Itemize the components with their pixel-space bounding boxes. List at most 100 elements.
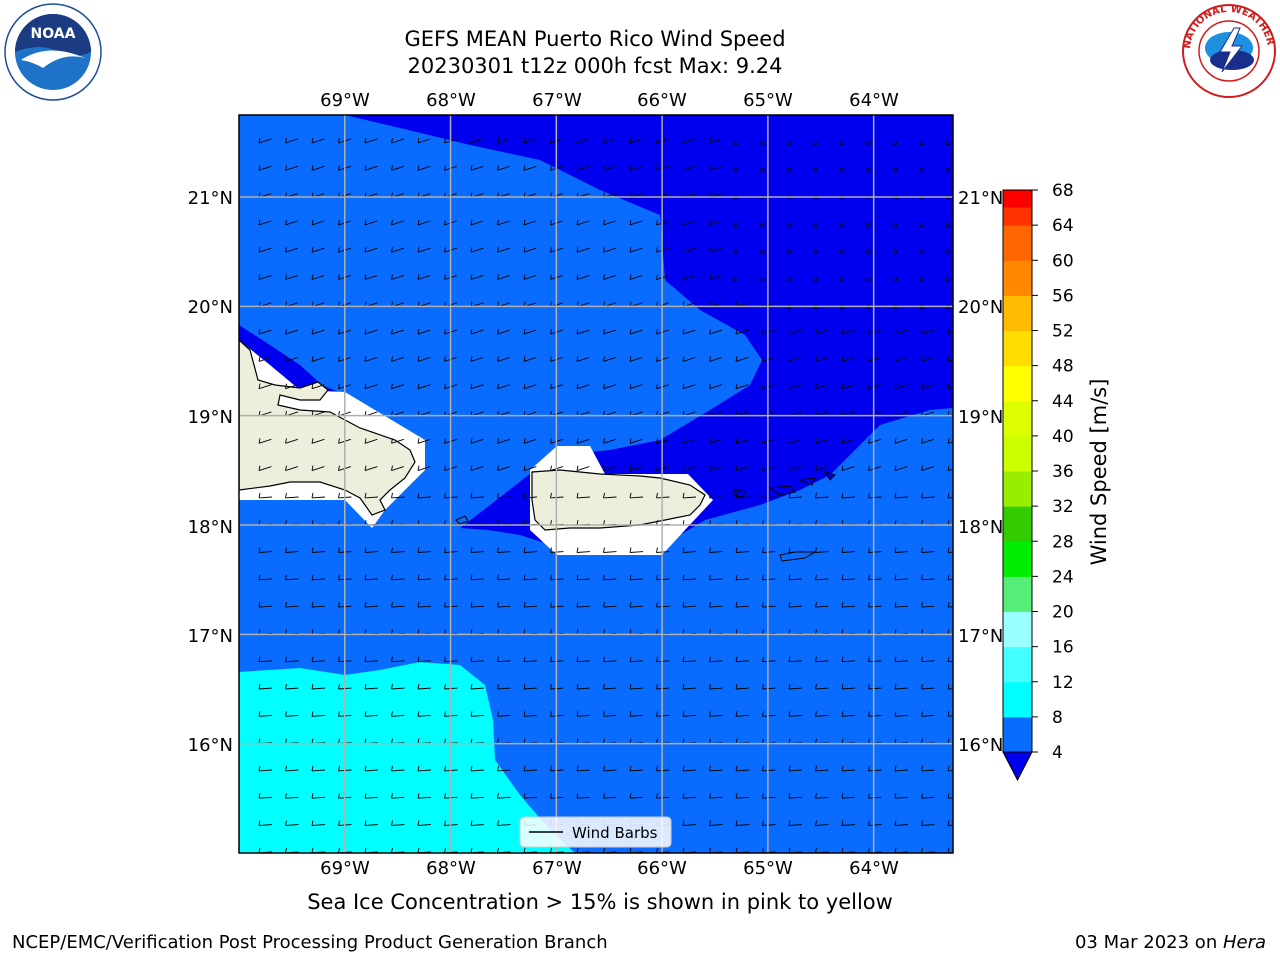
wind-barb: [364, 683, 378, 690]
wind-barb: [285, 574, 299, 581]
wind-barb: [391, 383, 405, 390]
wind-barb: [762, 438, 776, 444]
colorbar-tick-label: 12: [1052, 673, 1074, 693]
wind-barb: [417, 465, 431, 472]
wind-barb: [391, 219, 405, 226]
colorbar-tick-label: 68: [1052, 181, 1074, 201]
wind-barb: [311, 329, 325, 335]
wind-barb: [391, 793, 405, 799]
wind-barb: [258, 683, 272, 690]
wind-barb: [735, 329, 749, 335]
wind-barb: [285, 165, 299, 171]
colorbar-segment: [1003, 646, 1032, 683]
wind-barb: [762, 711, 776, 717]
wind-barb: [285, 356, 299, 362]
wind-barb: [603, 765, 617, 772]
wind-barb: [258, 137, 272, 144]
wind-barb: [603, 711, 617, 717]
wind-barb: [762, 465, 776, 472]
wind-barb: [258, 602, 272, 608]
wind-barb: [364, 574, 378, 581]
wind-barb: [788, 602, 802, 608]
wind-barb: [258, 574, 272, 581]
wind-barb: [629, 465, 643, 472]
wind-barb: [603, 165, 617, 171]
wind-barb: [894, 574, 908, 581]
wind-barb: [391, 574, 405, 581]
wind-barb: [523, 656, 537, 663]
colorbar-tick-label: 16: [1052, 638, 1074, 658]
wind-barb: [788, 574, 802, 581]
colorbar-segment: [1003, 716, 1032, 753]
wind-barb: [285, 602, 299, 608]
wind-barb: [497, 329, 511, 335]
mona-island: [455, 515, 469, 525]
wind-barb: [576, 165, 590, 171]
wind-barb: [417, 602, 431, 608]
wind-barb: [945, 277, 951, 282]
wind-barb: [470, 438, 484, 444]
wind-barb: [682, 492, 696, 499]
wind-barb: [629, 492, 643, 499]
wind-barb: [682, 219, 696, 226]
wind-barb: [364, 547, 378, 553]
wind-barb: [364, 465, 378, 472]
wind-barb: [285, 274, 299, 280]
wind-barb: [733, 168, 739, 173]
wind-barb: [921, 683, 935, 690]
wind-barb: [921, 711, 935, 717]
wind-barb: [815, 574, 829, 581]
virgin-islands-land: [732, 471, 836, 498]
wind-barb: [629, 438, 643, 444]
lon-label-bottom: 69°W: [320, 858, 370, 879]
wind-barb: [629, 356, 643, 362]
wind-barb: [576, 274, 590, 280]
wind-barb: [470, 274, 484, 280]
wind-barb: [786, 249, 792, 255]
wind-barb: [391, 547, 405, 553]
wind-barb: [947, 765, 953, 772]
wind-barb: [285, 465, 299, 472]
wind-barb: [629, 247, 643, 253]
wind-barb: [417, 137, 431, 144]
wind-barb: [709, 438, 723, 444]
lat-label-left: 19°N: [188, 407, 233, 428]
wind-barb: [391, 137, 405, 144]
lon-label-bottom: 68°W: [426, 858, 476, 879]
wind-barb: [894, 547, 908, 553]
wind-barb: [947, 329, 953, 335]
wind-barb: [258, 820, 272, 826]
wind-barb: [364, 383, 378, 390]
wind-barb: [788, 383, 802, 390]
wind-barb: [576, 765, 590, 772]
wind-barb: [311, 438, 325, 444]
wind-barb: [813, 140, 818, 146]
wind-barb: [258, 656, 272, 663]
wind-barb: [285, 383, 299, 390]
wind-barb: [868, 383, 882, 390]
wind-barb: [629, 165, 643, 171]
wind-barb: [603, 547, 617, 553]
wind-barb: [258, 465, 272, 472]
wind-barb: [762, 547, 776, 553]
wind-barb: [470, 492, 484, 499]
wind-barb: [709, 356, 723, 362]
wind-barb: [391, 438, 405, 444]
wind-barb: [709, 492, 723, 499]
wind-barb: [788, 656, 802, 663]
wind-barb: [656, 574, 670, 581]
wind-barb: [682, 274, 696, 280]
wind-barb: [815, 711, 829, 717]
footer-machine: Hera: [1222, 932, 1266, 953]
wind-barb: [417, 165, 431, 171]
wind-barb: [470, 765, 484, 772]
wind-barb: [682, 356, 696, 362]
wind-barb: [894, 765, 908, 772]
wind-barb: [364, 329, 378, 335]
wind-barb: [470, 793, 484, 799]
wind-barb: [470, 219, 484, 226]
colorbar-tick-label: 24: [1052, 567, 1074, 587]
wind-barb: [258, 165, 272, 171]
